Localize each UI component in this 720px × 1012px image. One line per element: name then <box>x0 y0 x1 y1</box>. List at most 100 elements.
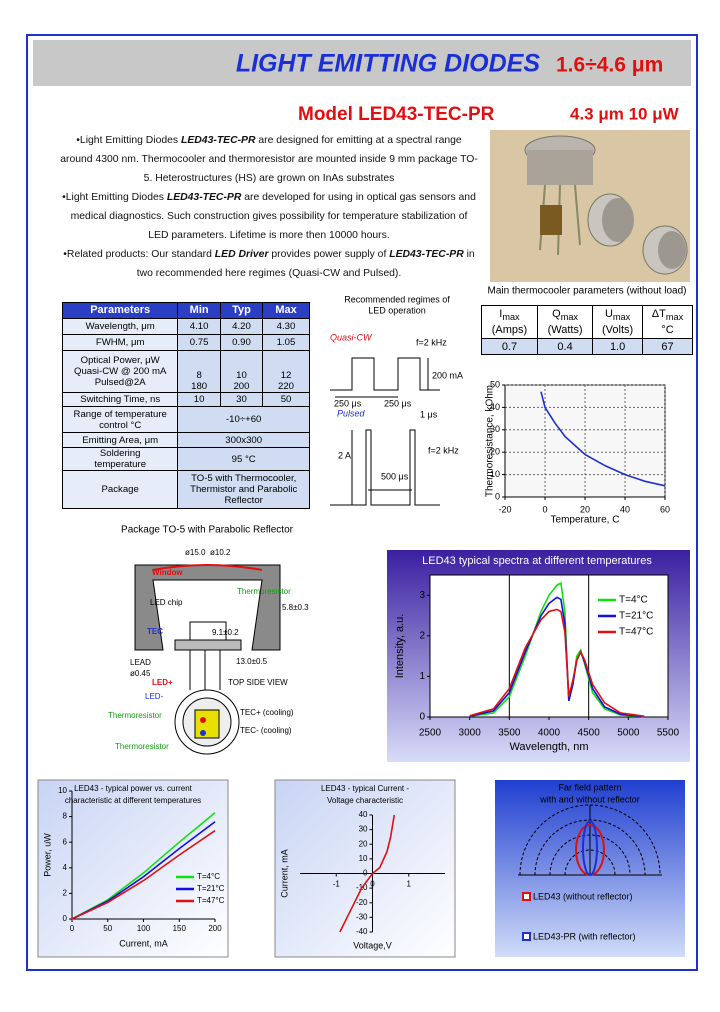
cell-line: FWHM, μm <box>95 337 145 348</box>
y-tick-label: 0 <box>63 914 68 923</box>
y-axis-label: Intensity, a.u. <box>394 614 406 679</box>
label: TEC <box>147 627 163 636</box>
y-tick-label: 3 <box>419 590 425 601</box>
cell: 1.05 <box>262 334 310 351</box>
cell-line: Soldering <box>99 448 141 459</box>
chart-title: characteristic at different temperatures <box>65 796 201 805</box>
label: LEAD <box>130 658 151 667</box>
x-tick-label: 3500 <box>498 728 521 739</box>
x-axis-label: Current, mA <box>119 938 168 948</box>
photo <box>490 130 690 282</box>
cell-line: 200 <box>233 381 250 392</box>
label: 1 μs <box>420 409 438 419</box>
model: Model LED43-TEC-PR <box>298 104 495 125</box>
x-tick-label: 4500 <box>578 728 601 739</box>
x-tick-label: 2500 <box>419 728 442 739</box>
cell-line: 4.30 <box>276 321 296 332</box>
cell-line: 0.75 <box>189 337 209 348</box>
unit: (Watts) <box>547 323 583 336</box>
range: 1.6÷4.6 μm <box>556 54 663 77</box>
cell-line: Pulsed@2A <box>94 377 146 388</box>
subscript: max <box>502 312 520 323</box>
y-tick-label: 4 <box>63 863 68 872</box>
row: Wavelength, μm 4.10 4.20 4.30 <box>61 318 310 335</box>
y-tick-label: 1 <box>419 671 425 682</box>
y-tick-label: 40 <box>490 402 500 412</box>
label: Window <box>152 568 183 577</box>
label: TOP SIDE VIEW <box>228 678 288 687</box>
package-title: Package TO-5 with Parabolic Reflector <box>121 525 294 536</box>
label: 13.0±0.5 <box>236 657 268 666</box>
cell: 300x300 <box>177 432 310 448</box>
subscript: max <box>560 312 579 323</box>
header-cell: Parameters <box>61 302 179 319</box>
cell-line: 50 <box>280 394 292 405</box>
model-spec: 4.3 μm 10 μW <box>570 104 680 123</box>
text-run: •Light Emitting Diodes <box>62 192 167 203</box>
unit: (Amps) <box>491 323 528 336</box>
series-line <box>540 391 666 487</box>
y-tick-label: 8 <box>63 812 68 821</box>
series-line <box>71 812 216 920</box>
label: 250 μs <box>384 398 412 408</box>
cell-line: -10÷+60 <box>225 414 262 425</box>
cell: 0.75 <box>177 334 221 351</box>
row: FWHM, μm 0.75 0.90 1.05 <box>61 334 310 351</box>
text-run: LED43-TEC-PR <box>181 135 256 146</box>
label: ø10.2 <box>210 548 231 557</box>
cell-line: 180 <box>191 381 208 392</box>
text-run: •Related products: Our standard <box>63 249 215 260</box>
legend-label: T=47°C <box>197 896 225 905</box>
cell: 12 220 <box>262 350 310 393</box>
label: LED chip <box>150 598 183 607</box>
text-run: provides power supply of <box>268 249 390 260</box>
legend-label: T=21°C <box>197 884 225 893</box>
y-tick-label: 50 <box>490 379 500 389</box>
border <box>26 34 698 971</box>
cell: 1.0 <box>592 338 643 355</box>
far-field: Far field pattern with and without refle… <box>518 782 662 941</box>
legend-label: T=47°C <box>619 627 653 638</box>
label: TEC+ (cooling) <box>240 708 294 717</box>
y-tick-label: 0 <box>495 491 500 501</box>
y-tick-label: -20 <box>356 898 368 907</box>
panel <box>37 779 229 958</box>
subscript: max <box>612 312 631 323</box>
cell-line: Switching Time, ns <box>80 394 161 405</box>
cell-line: Thermistor and Parabolic <box>190 484 298 495</box>
label: LED+ <box>152 678 173 687</box>
regimes-title: Recommended regimes of <box>344 294 450 304</box>
label: 250 μs <box>334 398 362 408</box>
chart-title: LED43 - typical Current - <box>321 784 409 793</box>
y-axis-label: Current, mA <box>279 849 289 898</box>
header-row: Parameters Min Typ Max <box>61 302 310 319</box>
y-axis-label: Thermoresistance, kOhm <box>485 385 496 497</box>
x-tick-label: 5500 <box>657 728 680 739</box>
series-line <box>71 821 216 920</box>
series-line <box>71 830 216 920</box>
chart-title: LED43 typical spectra at different tempe… <box>422 555 652 567</box>
row: Package TO-5 with Thermocooler, Thermistor… <box>61 470 310 509</box>
spectra-chart: 0 1 2 3 2500 3000 3500 4000 4500 5000 5500 T=4°C T=2… <box>394 555 680 753</box>
y-tick-label: 30 <box>359 825 368 834</box>
text-run: LED43-TEC-PR <box>166 192 242 203</box>
y-tick-label: 20 <box>359 839 368 848</box>
header-cell: Qmax (Watts) <box>536 305 594 339</box>
param-name: Optical Power, μW Quasi-CW @ 200 mA Pulsed… <box>61 350 179 393</box>
label: Thermoresistor <box>237 587 291 596</box>
row: 0.7 0.4 1.0 67 <box>481 338 694 355</box>
x-axis-label: Temperature, C <box>551 515 620 526</box>
label: Thermoresistor <box>108 711 162 720</box>
label: ø15.0 <box>185 548 206 557</box>
param-name: FWHM, μm <box>61 334 179 351</box>
cell-line: temperature <box>94 459 147 470</box>
y-tick-label: -30 <box>356 912 368 921</box>
x-tick-label: 50 <box>103 924 112 933</box>
header-cell: Max <box>262 302 310 319</box>
cell-line: 8 <box>196 370 202 381</box>
y-tick-label: 10 <box>58 786 67 795</box>
label: ø0.45 <box>130 669 151 678</box>
cell-line: 4.10 <box>189 321 209 332</box>
